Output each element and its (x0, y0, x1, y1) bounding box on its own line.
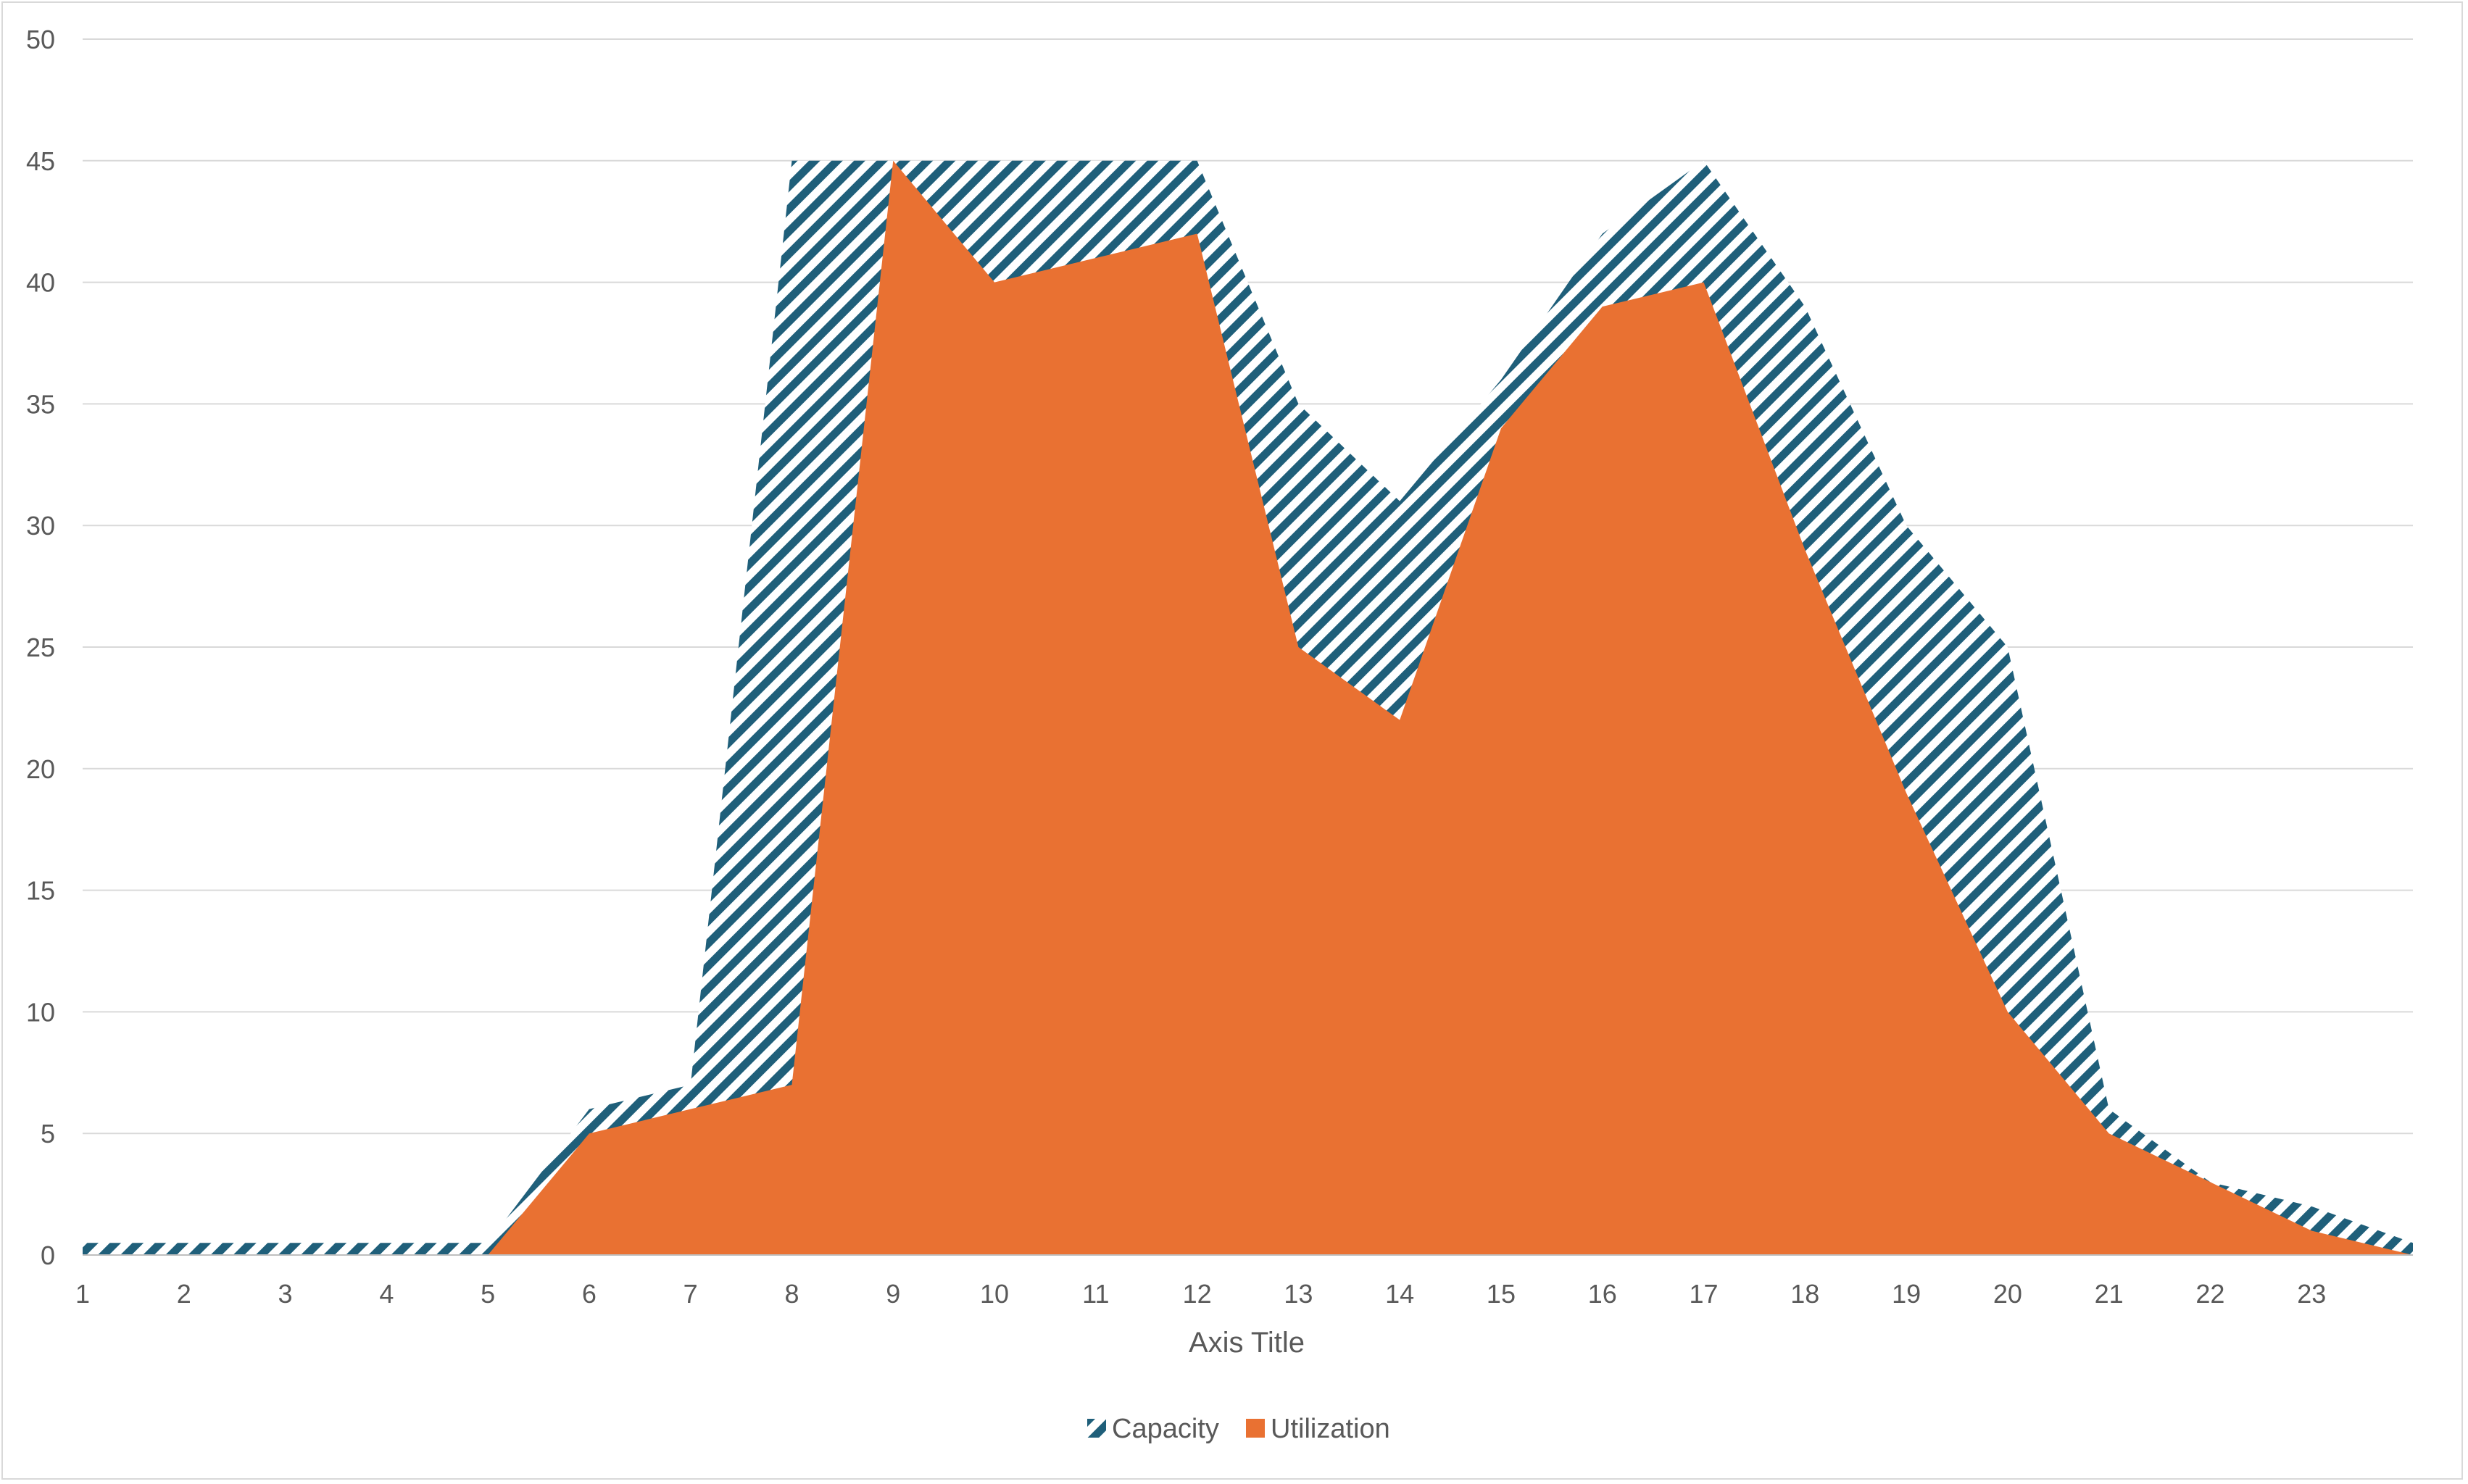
x-tick-label: 7 (684, 1279, 698, 1309)
series-areas (83, 160, 2413, 1255)
y-tick-label: 20 (26, 754, 55, 784)
x-tick-label: 21 (2095, 1279, 2124, 1309)
x-tick-label: 18 (1790, 1279, 1819, 1309)
x-tick-label: 20 (1993, 1279, 2022, 1309)
y-axis: 0 5 10 15 20 25 30 35 40 45 50 (26, 25, 55, 1270)
legend-item-utilization[interactable]: Utilization (1246, 1414, 1390, 1444)
x-axis-title[interactable]: Axis Title (1189, 1327, 1305, 1359)
x-tick-label: 16 (1588, 1279, 1617, 1309)
x-tick-label: 15 (1487, 1279, 1516, 1309)
x-tick-label: 14 (1385, 1279, 1414, 1309)
y-tick-label: 15 (26, 876, 55, 906)
x-axis: 1 2 3 4 5 6 7 8 9 10 11 12 13 14 15 16 17 18 19 20 21 22 23 (75, 1254, 2413, 1309)
y-tick-label: 10 (26, 997, 55, 1027)
y-tick-label: 40 (26, 268, 55, 298)
x-tick-label: 22 (2195, 1279, 2224, 1309)
y-tick-label: 0 (41, 1241, 55, 1270)
legend-item-capacity[interactable]: Capacity (1087, 1414, 1219, 1444)
y-tick-label: 5 (41, 1119, 55, 1149)
y-tick-label: 50 (26, 25, 55, 54)
legend-label-utilization: Utilization (1271, 1414, 1390, 1444)
x-tick-label: 3 (278, 1279, 293, 1309)
x-tick-label: 23 (2297, 1279, 2326, 1309)
x-tick-label: 10 (980, 1279, 1009, 1309)
x-tick-label: 8 (784, 1279, 799, 1309)
legend-swatch-capacity (1087, 1419, 1106, 1438)
legend[interactable]: Capacity Utilization (1087, 1414, 1390, 1444)
x-tick-label: 19 (1892, 1279, 1921, 1309)
x-tick-label: 13 (1284, 1279, 1313, 1309)
x-tick-label: 1 (75, 1279, 90, 1309)
legend-label-capacity: Capacity (1112, 1414, 1219, 1444)
x-tick-label: 6 (582, 1279, 597, 1309)
y-tick-label: 35 (26, 389, 55, 419)
x-tick-label: 12 (1183, 1279, 1212, 1309)
y-tick-label: 25 (26, 633, 55, 662)
y-tick-label: 45 (26, 146, 55, 176)
x-tick-label: 5 (481, 1279, 495, 1309)
x-tick-label: 9 (886, 1279, 900, 1309)
area-series-utilization[interactable] (83, 160, 2413, 1255)
x-tick-label: 2 (177, 1279, 191, 1309)
y-tick-label: 30 (26, 511, 55, 541)
x-tick-label: 11 (1082, 1279, 1109, 1309)
x-tick-label: 17 (1689, 1279, 1718, 1309)
legend-swatch-utilization (1246, 1419, 1265, 1438)
x-tick-label: 4 (379, 1279, 394, 1309)
